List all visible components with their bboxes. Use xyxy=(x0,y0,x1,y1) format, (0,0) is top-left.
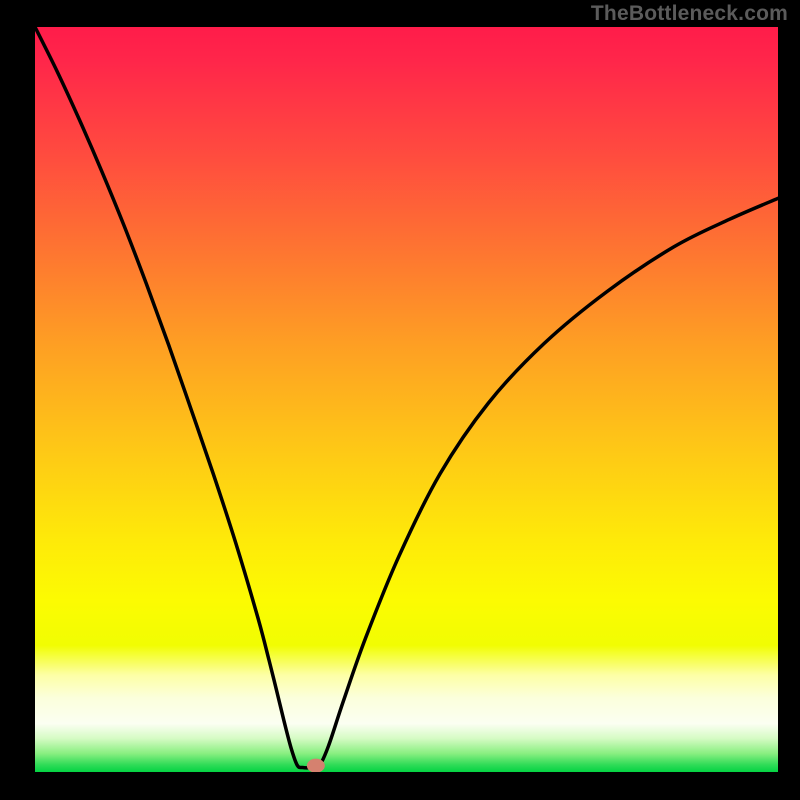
watermark-text: TheBottleneck.com xyxy=(591,2,788,26)
chart-svg xyxy=(35,27,778,772)
plot-area xyxy=(35,27,778,772)
chart-frame: TheBottleneck.com xyxy=(0,0,800,800)
gradient-background xyxy=(35,27,778,772)
